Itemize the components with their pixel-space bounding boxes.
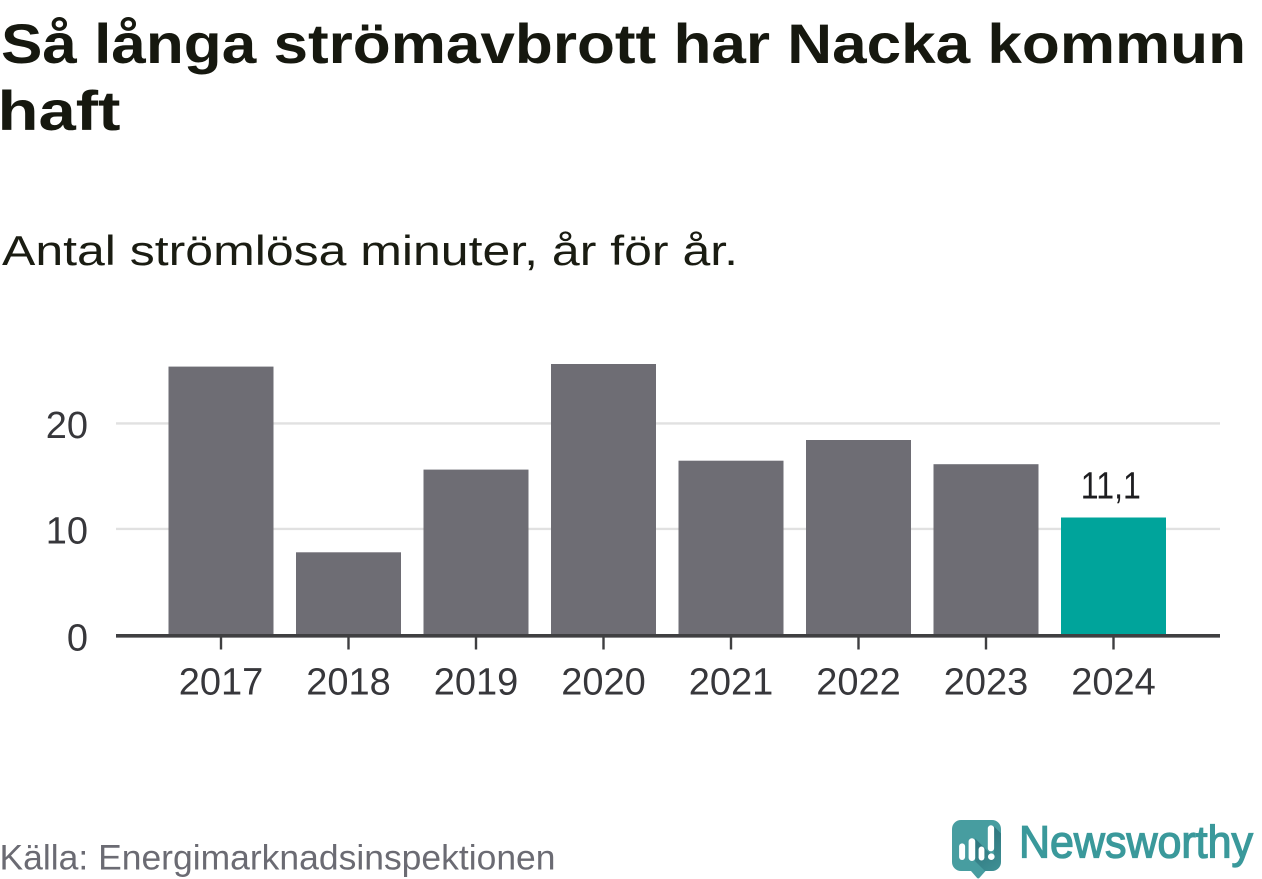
svg-text:2023: 2023 [944,662,1029,704]
svg-text:2020: 2020 [561,662,646,704]
svg-text:2019: 2019 [434,662,519,704]
svg-text:Antal strömlösa minuter, år fö: Antal strömlösa minuter, år för år. [2,227,738,274]
svg-text:Källa: Energimarknadsinspektio: Källa: Energimarknadsinspektionen [0,839,556,878]
svg-text:Så långa strömavbrott har Nack: Så långa strömavbrott har Nacka kommun [1,12,1246,75]
svg-text:11,1: 11,1 [1081,465,1141,507]
svg-text:20: 20 [46,405,88,447]
svg-text:2018: 2018 [306,662,391,704]
svg-text:2017: 2017 [179,662,264,704]
svg-text:2022: 2022 [816,662,901,704]
svg-text:Newsworthy: Newsworthy [1019,816,1253,867]
svg-text:2021: 2021 [689,662,774,704]
svg-text:0: 0 [67,618,88,660]
svg-text:haft: haft [0,79,121,142]
svg-text:2024: 2024 [1071,662,1156,704]
svg-text:10: 10 [46,511,88,553]
